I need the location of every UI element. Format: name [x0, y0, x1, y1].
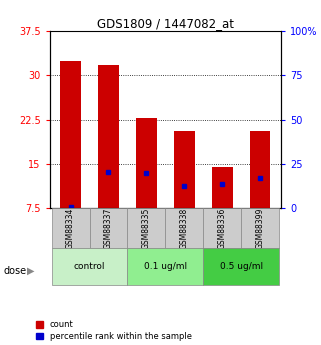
Text: 0.5 ug/ml: 0.5 ug/ml — [220, 262, 263, 271]
Bar — [52, 248, 127, 285]
Text: GSM88338: GSM88338 — [180, 208, 189, 249]
Text: GSM88336: GSM88336 — [218, 207, 227, 249]
Text: GSM88337: GSM88337 — [104, 207, 113, 249]
Bar — [250, 131, 271, 208]
Bar — [203, 248, 279, 285]
Bar — [98, 65, 119, 208]
Bar — [127, 208, 165, 248]
Legend: count, percentile rank within the sample: count, percentile rank within the sample — [36, 321, 192, 341]
Bar — [52, 208, 90, 248]
Bar — [60, 60, 81, 208]
Bar — [136, 118, 157, 208]
Text: dose: dose — [3, 266, 26, 276]
Bar — [165, 208, 203, 248]
Text: 0.1 ug/ml: 0.1 ug/ml — [144, 262, 187, 271]
Bar — [241, 208, 279, 248]
Text: control: control — [74, 262, 105, 271]
Bar — [90, 208, 127, 248]
Text: GSM88399: GSM88399 — [256, 207, 265, 249]
Title: GDS1809 / 1447082_at: GDS1809 / 1447082_at — [97, 17, 234, 30]
Text: GSM88334: GSM88334 — [66, 207, 75, 249]
Text: GSM88335: GSM88335 — [142, 207, 151, 249]
Bar — [203, 208, 241, 248]
Bar — [174, 131, 195, 208]
Text: ▶: ▶ — [27, 266, 35, 276]
Bar — [127, 248, 203, 285]
Bar — [212, 167, 233, 208]
